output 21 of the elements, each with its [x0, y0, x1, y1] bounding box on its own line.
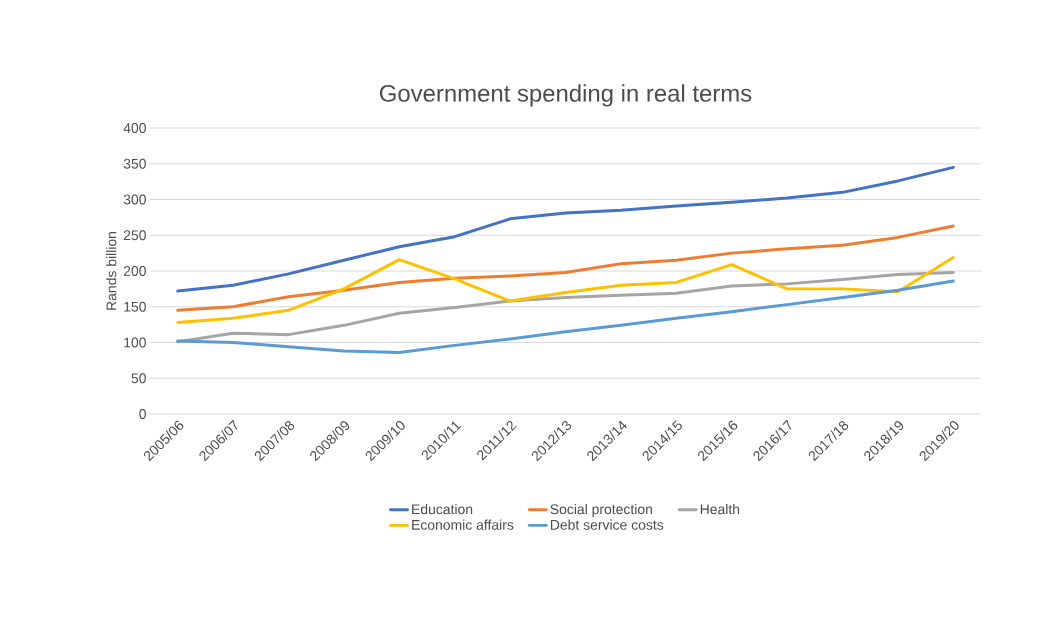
y-tick-label: 350 — [123, 158, 146, 169]
line-series — [176, 224, 955, 312]
y-tick-label: 200 — [123, 266, 146, 276]
legend-label: Economic affairs — [412, 519, 514, 530]
y-tick-label: 150 — [124, 301, 146, 312]
legend-label: Debt service costs — [550, 519, 664, 530]
line-series — [176, 255, 955, 324]
line-series — [176, 165, 955, 293]
y-tick-label: 400 — [123, 123, 146, 133]
legend-label: Social protection — [550, 503, 652, 517]
y-tick-label: 100 — [124, 337, 146, 348]
y-tick-label: 300 — [123, 194, 146, 205]
y-tick-label: 0 — [139, 409, 146, 419]
line-series — [176, 279, 955, 355]
chart-title: Government spending in real terms — [379, 84, 752, 107]
y-axis-title: Rands billion — [106, 232, 117, 310]
legend-label: Education — [412, 503, 473, 515]
y-tick-label: 250 — [123, 230, 146, 241]
legend-label: Health — [700, 503, 740, 515]
line-series — [176, 270, 955, 344]
y-tick-label: 50 — [131, 373, 146, 384]
